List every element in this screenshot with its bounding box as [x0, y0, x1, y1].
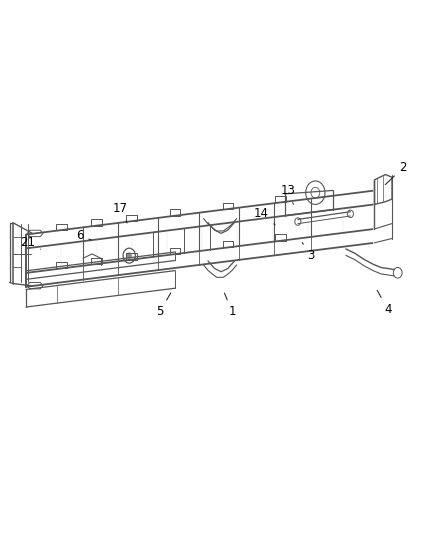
Text: 3: 3	[302, 243, 314, 262]
Text: 17: 17	[113, 203, 128, 223]
Text: 21: 21	[20, 236, 40, 249]
Text: 4: 4	[377, 290, 392, 316]
Text: 14: 14	[254, 207, 275, 225]
Circle shape	[127, 253, 132, 259]
Text: 13: 13	[281, 184, 296, 204]
Text: 6: 6	[76, 229, 91, 242]
Text: 1: 1	[224, 293, 236, 318]
Text: 2: 2	[385, 161, 407, 184]
Text: 5: 5	[156, 293, 171, 318]
